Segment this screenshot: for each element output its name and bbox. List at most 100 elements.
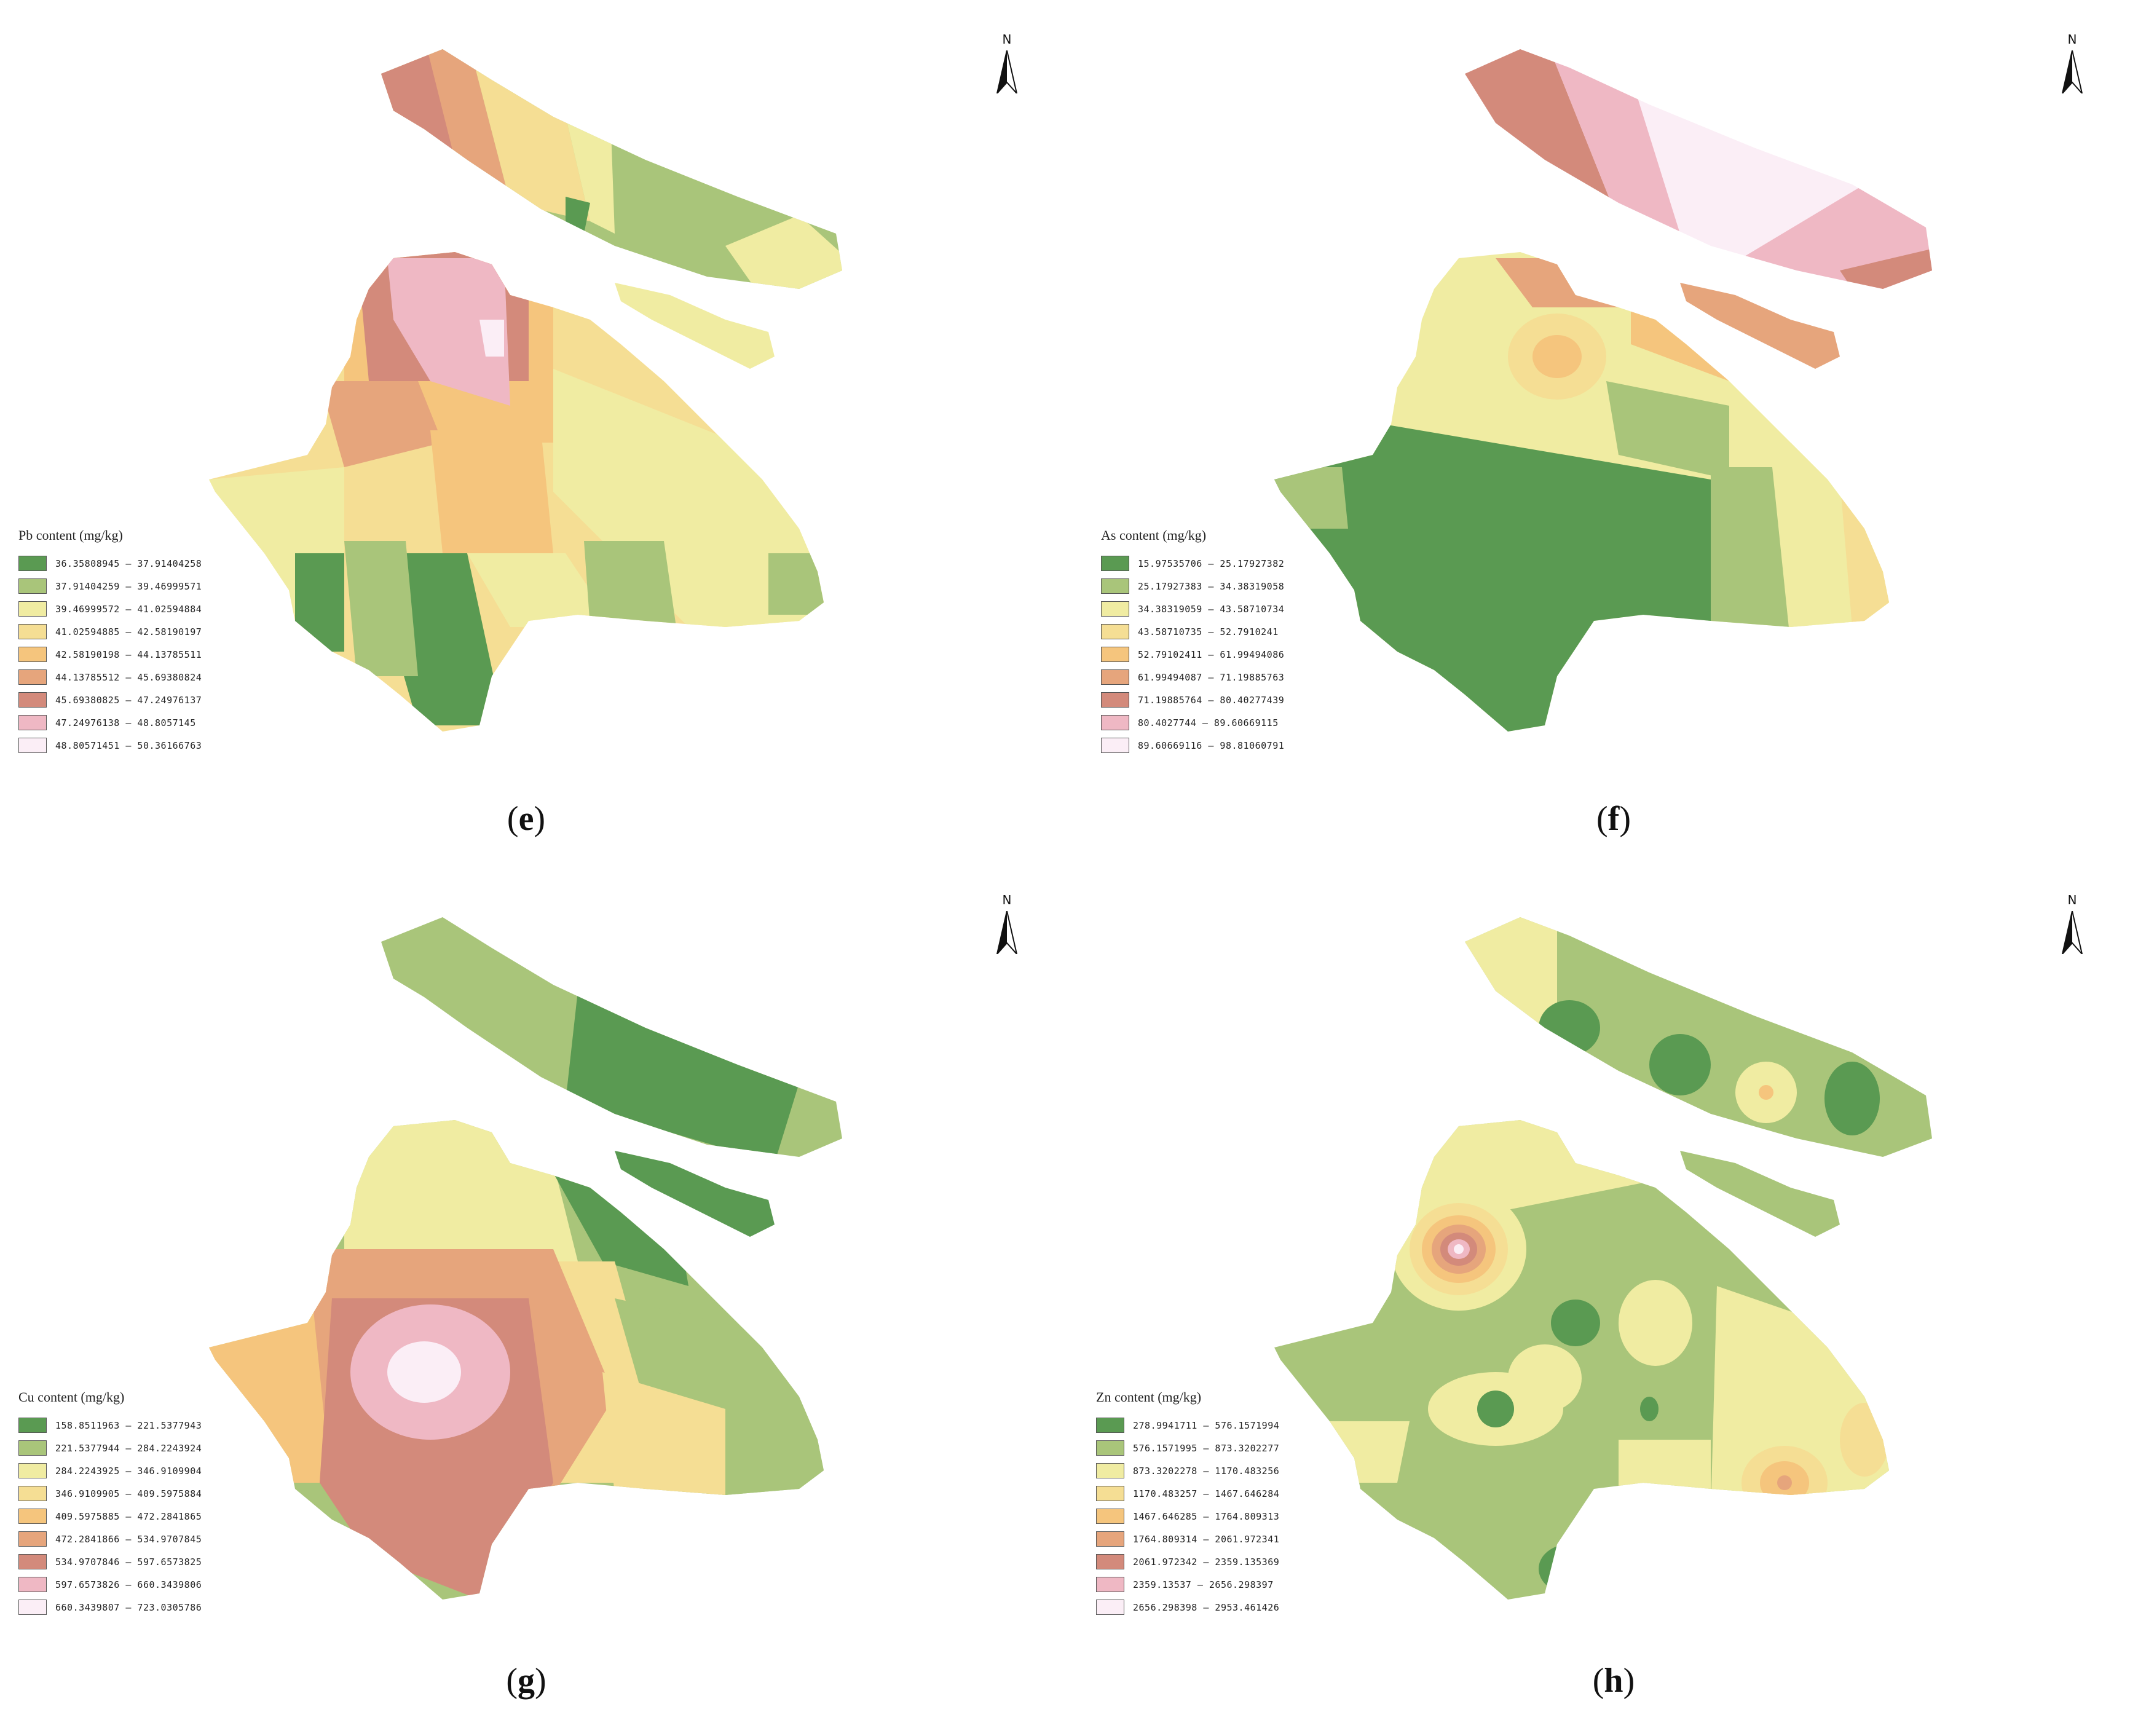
map-panel-h: N Zn content (mg/kg) 278.9941711 – 576.1… xyxy=(1065,868,2130,1736)
legend-range: 48.80571451 – 50.36166763 xyxy=(55,740,202,751)
legend-item: 534.9707846 – 597.6573825 xyxy=(18,1550,202,1573)
legend-swatch xyxy=(1101,669,1129,685)
legend-range: 71.19885764 – 80.40277439 xyxy=(1138,694,1285,706)
legend-item: 409.5975885 – 472.2841865 xyxy=(18,1505,202,1528)
legend-range: 660.3439807 – 723.0305786 xyxy=(55,1601,202,1613)
legend-item: 25.17927383 – 34.38319058 xyxy=(1101,575,1284,598)
panel-label-f: (f) xyxy=(1596,800,1631,838)
legend-item: 47.24976138 – 48.8057145 xyxy=(18,711,202,734)
north-arrow-icon xyxy=(2062,50,2083,93)
legend-swatch xyxy=(18,1418,47,1433)
legend-swatch xyxy=(18,1509,47,1524)
legend-swatch xyxy=(1096,1418,1124,1433)
legend-pb: Pb content (mg/kg) 36.35808945 – 37.9140… xyxy=(18,527,202,757)
legend-swatch xyxy=(1101,715,1129,730)
legend-title: Pb content (mg/kg) xyxy=(18,527,123,543)
legend-swatch xyxy=(18,601,47,617)
legend-range: 45.69380825 – 47.24976137 xyxy=(55,694,202,706)
legend-range: 873.3202278 – 1170.483256 xyxy=(1133,1465,1280,1477)
legend-item: 36.35808945 – 37.91404258 xyxy=(18,552,202,575)
legend-item: 34.38319059 – 43.58710734 xyxy=(1101,598,1284,620)
legend-item: 43.58710735 – 52.7910241 xyxy=(1101,620,1284,643)
legend-range: 221.5377944 – 284.2243924 xyxy=(55,1442,202,1454)
legend-title: Cu content (mg/kg) xyxy=(18,1389,125,1405)
legend-item: 597.6573826 – 660.3439806 xyxy=(18,1573,202,1596)
legend-range: 80.4027744 – 89.60669115 xyxy=(1138,717,1279,728)
legend-item: 15.97535706 – 25.17927382 xyxy=(1101,552,1284,575)
legend-zn: Zn content (mg/kg) 278.9941711 – 576.157… xyxy=(1096,1389,1279,1619)
legend-item: 1170.483257 – 1467.646284 xyxy=(1096,1482,1279,1505)
legend-swatch xyxy=(18,1531,47,1547)
legend-swatch xyxy=(18,1440,47,1456)
legend-item: 660.3439807 – 723.0305786 xyxy=(18,1596,202,1619)
legend-title: Zn content (mg/kg) xyxy=(1096,1389,1202,1405)
north-arrow: N xyxy=(2054,893,2091,960)
legend-range: 2656.298398 – 2953.461426 xyxy=(1133,1601,1280,1613)
legend-range: 44.13785512 – 45.69380824 xyxy=(55,671,202,683)
legend-swatch xyxy=(18,1600,47,1615)
north-arrow-icon xyxy=(2062,911,2083,954)
legend-item: 472.2841866 – 534.9707845 xyxy=(18,1528,202,1550)
legend-range: 534.9707846 – 597.6573825 xyxy=(55,1556,202,1568)
legend-cu: Cu content (mg/kg) 158.8511963 – 221.537… xyxy=(18,1389,202,1619)
north-label: N xyxy=(1002,893,1012,907)
north-arrow: N xyxy=(2054,32,2091,100)
map-panel-f: N As content (mg/kg) 15.97535706 – 25.17… xyxy=(1065,0,2130,868)
legend-title: As content (mg/kg) xyxy=(1101,527,1207,543)
legend-item: 2061.972342 – 2359.135369 xyxy=(1096,1550,1279,1573)
legend-swatch xyxy=(1101,556,1129,571)
legend-swatch xyxy=(1096,1531,1124,1547)
legend-range: 52.79102411 – 61.99494086 xyxy=(1138,649,1285,660)
legend-swatch xyxy=(18,715,47,730)
legend-swatch xyxy=(1096,1463,1124,1478)
cu-content-map xyxy=(209,917,842,1600)
legend-item: 71.19885764 – 80.40277439 xyxy=(1101,688,1284,711)
legend-range: 89.60669116 – 98.81060791 xyxy=(1138,740,1285,751)
legend-item: 61.99494087 – 71.19885763 xyxy=(1101,666,1284,688)
legend-swatch xyxy=(1101,624,1129,639)
legend-swatch xyxy=(18,1577,47,1592)
legend-range: 41.02594885 – 42.58190197 xyxy=(55,626,202,637)
map-panel-g: N Cu content (mg/kg) 158.8511963 – 221.5… xyxy=(0,868,1065,1736)
legend-range: 2359.13537 – 2656.298397 xyxy=(1133,1579,1274,1590)
legend-swatch xyxy=(18,1554,47,1569)
legend-range: 2061.972342 – 2359.135369 xyxy=(1133,1556,1280,1568)
legend-range: 61.99494087 – 71.19885763 xyxy=(1138,671,1285,683)
legend-item: 873.3202278 – 1170.483256 xyxy=(1096,1459,1279,1482)
legend-item: 44.13785512 – 45.69380824 xyxy=(18,666,202,688)
panel-label-h: (h) xyxy=(1592,1662,1635,1700)
legend-swatch xyxy=(18,692,47,708)
legend-item: 284.2243925 – 346.9109904 xyxy=(18,1459,202,1482)
legend-range: 597.6573826 – 660.3439806 xyxy=(55,1579,202,1590)
legend-swatch xyxy=(1101,738,1129,753)
legend-range: 409.5975885 – 472.2841865 xyxy=(55,1510,202,1522)
legend-swatch xyxy=(18,624,47,639)
north-arrow: N xyxy=(988,32,1025,100)
legend-item: 576.1571995 – 873.3202277 xyxy=(1096,1437,1279,1459)
legend-range: 15.97535706 – 25.17927382 xyxy=(1138,558,1285,569)
pb-content-map xyxy=(209,49,842,732)
legend-swatch xyxy=(1096,1440,1124,1456)
legend-range: 47.24976138 – 48.8057145 xyxy=(55,717,196,728)
legend-range: 1467.646285 – 1764.809313 xyxy=(1133,1510,1280,1522)
legend-range: 158.8511963 – 221.5377943 xyxy=(55,1419,202,1431)
legend-swatch xyxy=(18,1463,47,1478)
legend-range: 42.58190198 – 44.13785511 xyxy=(55,649,202,660)
legend-range: 43.58710735 – 52.7910241 xyxy=(1138,626,1279,637)
legend-item: 1467.646285 – 1764.809313 xyxy=(1096,1505,1279,1528)
legend-range: 1170.483257 – 1467.646284 xyxy=(1133,1488,1280,1499)
legend-item: 89.60669116 – 98.81060791 xyxy=(1101,734,1284,757)
legend-item: 221.5377944 – 284.2243924 xyxy=(18,1437,202,1459)
legend-swatch xyxy=(1101,647,1129,662)
zn-content-map xyxy=(1274,917,1932,1600)
legend-swatch xyxy=(1101,601,1129,617)
legend-range: 576.1571995 – 873.3202277 xyxy=(1133,1442,1280,1454)
legend-item: 158.8511963 – 221.5377943 xyxy=(18,1414,202,1437)
legend-item: 278.9941711 – 576.1571994 xyxy=(1096,1414,1279,1437)
legend-item: 42.58190198 – 44.13785511 xyxy=(18,643,202,666)
north-arrow: N xyxy=(988,893,1025,960)
legend-range: 25.17927383 – 34.38319058 xyxy=(1138,580,1285,592)
legend-swatch xyxy=(1101,692,1129,708)
legend-swatch xyxy=(1101,578,1129,594)
legend-range: 346.9109905 – 409.5975884 xyxy=(55,1488,202,1499)
